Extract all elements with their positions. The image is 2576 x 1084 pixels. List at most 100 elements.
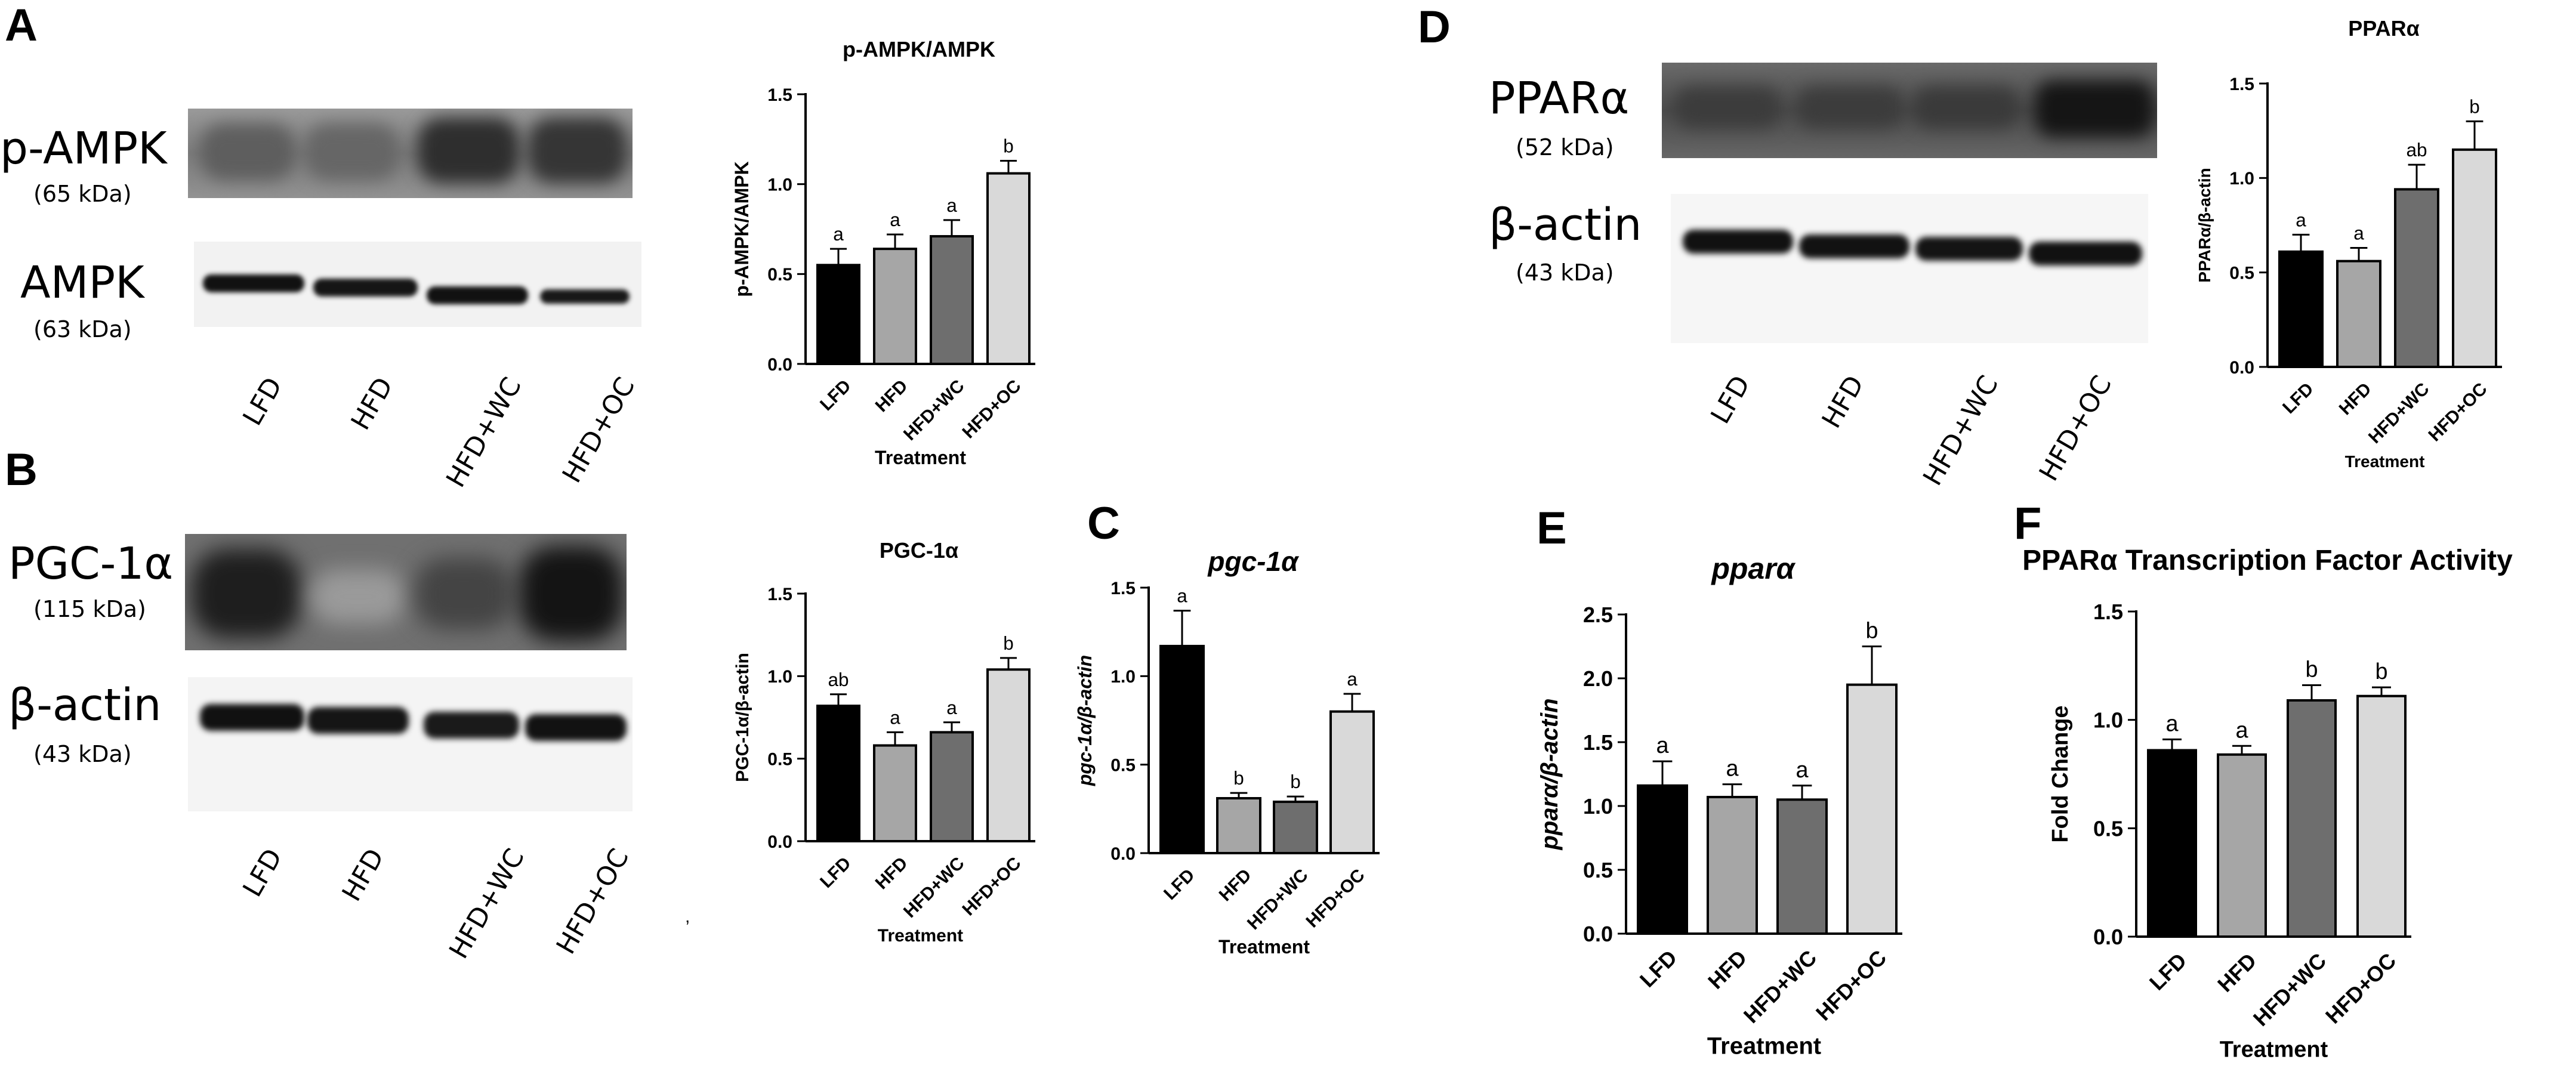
panel-letter-d: D xyxy=(1418,2,1451,52)
x-tick-label: HFD xyxy=(2336,379,2376,419)
x-axis-label: Treatment xyxy=(875,447,966,468)
y-tick-label: 0.5 xyxy=(2093,816,2123,841)
bar-hfd-wc xyxy=(930,731,974,842)
x-tick-label: HFD xyxy=(1215,865,1255,905)
x-axis-label: Treatment xyxy=(2345,452,2425,471)
western-blot-p-ampk xyxy=(188,109,633,198)
blot-label-pgc1a: PGC-1α xyxy=(8,538,174,589)
y-tick-label: 1.5 xyxy=(2093,600,2123,624)
y-axis-label: p-AMPK/AMPK xyxy=(731,161,752,297)
lane-label-hfd-wc: HFD+WC xyxy=(443,844,530,964)
blot-kda-p-ampk: (65 kDa) xyxy=(33,181,132,207)
significance-letter: a xyxy=(1656,733,1669,758)
x-tick-label: HFD xyxy=(2213,948,2261,996)
x-axis-label: Treatment xyxy=(1218,936,1310,958)
y-tick-label: 1.5 xyxy=(1583,730,1613,755)
significance-letter: b xyxy=(2469,95,2480,117)
bar-lfd xyxy=(1159,644,1205,854)
y-tick-label: 0.0 xyxy=(767,355,792,375)
y-tick-label: 1.5 xyxy=(2229,75,2254,94)
bar-chart-ppara-protein: PPARα 0.0 0.5 1.0 1.5 PPARα/β-actin a LFD a HFD ab… xyxy=(2195,16,2502,471)
bar-hfd xyxy=(2336,260,2381,368)
bar-hfd-oc xyxy=(986,172,1031,365)
chart-title: PGC-1α xyxy=(880,538,958,563)
bar-hfd-oc xyxy=(2356,694,2407,938)
significance-letter: a xyxy=(2353,223,2364,244)
y-tick-label: 1.5 xyxy=(767,85,792,105)
chart-title: PPARα xyxy=(2348,16,2419,41)
y-axis-label: pgc-1α/β-actin xyxy=(1074,655,1096,786)
y-tick-label: 0.0 xyxy=(1110,844,1136,864)
x-tick-label: HFD+WC xyxy=(1739,945,1822,1028)
chart-title: pgc-1α xyxy=(1207,546,1300,577)
panel-letter-a: A xyxy=(5,0,38,51)
significance-letter: b xyxy=(1003,135,1014,156)
x-tick-label: LFD xyxy=(2145,948,2191,995)
panel-letter-c: C xyxy=(1087,498,1120,549)
blot-kda-ppara: (52 kDa) xyxy=(1516,134,1614,160)
western-blot-ampk xyxy=(194,242,641,327)
bar-hfd-wc xyxy=(2394,188,2439,368)
y-tick-label: 1.5 xyxy=(767,585,792,604)
significance-letter: a xyxy=(1726,756,1739,782)
x-axis-label: Treatment xyxy=(878,926,963,946)
bar-chart-ppara-mrna: pparα 0.0 0.5 1.0 1.5 2.0 2.5 pparα/β-actin a LFD… xyxy=(1537,552,1902,1060)
western-blot-beta-actin-b xyxy=(188,677,633,811)
western-blot-pgc1a xyxy=(185,534,627,650)
blot-label-ampk: AMPK xyxy=(20,257,144,308)
lane-label-lfd: LFD xyxy=(237,372,289,431)
blot-kda-beta-actin-b: (43 kDa) xyxy=(33,741,132,767)
y-tick-label: 0.0 xyxy=(767,832,792,852)
y-tick-label: 1.5 xyxy=(1110,579,1136,598)
significance-letter: b xyxy=(2375,659,2387,684)
bar-hfd xyxy=(1216,797,1261,854)
bar-chart-ppara-transcription-activity: PPARα Transcription Factor Activity 0.0 0.… xyxy=(2022,545,2513,1063)
bar-hfd-wc xyxy=(2287,699,2337,938)
x-axis-label: Treatment xyxy=(2220,1037,2328,1063)
significance-letter: b xyxy=(1233,767,1244,789)
bar-hfd-wc xyxy=(1776,798,1828,935)
bar-chart-pgc1a-mrna: pgc-1α 0.0 0.5 1.0 1.5 pgc-1α/β-actin a LFD b HFD… xyxy=(1074,546,1380,958)
y-tick-label: 2.5 xyxy=(1583,603,1613,627)
y-tick-label: 1.0 xyxy=(767,175,792,194)
x-tick-label: LFD xyxy=(2279,379,2318,418)
significance-letter: a xyxy=(833,223,844,245)
bar-lfd xyxy=(2147,749,2197,938)
y-tick-label: 0.5 xyxy=(767,749,792,769)
x-axis-label: Treatment xyxy=(1707,1033,1821,1060)
significance-letter: b xyxy=(1290,771,1301,792)
y-tick-label: 2.0 xyxy=(1583,666,1613,691)
y-tick-label: 0.0 xyxy=(2093,925,2123,949)
significance-letter: a xyxy=(1347,668,1358,690)
significance-letter: a xyxy=(890,209,900,230)
lane-label-hfd: HFD xyxy=(336,844,390,907)
lane-label-lfd: LFD xyxy=(237,844,289,902)
y-tick-label: 1.0 xyxy=(1110,667,1136,687)
panel-letter-e: E xyxy=(1537,503,1567,554)
panel-letter-b: B xyxy=(5,444,38,495)
blot-kda-beta-actin-d: (43 kDa) xyxy=(1516,260,1614,286)
y-tick-label: 0.0 xyxy=(2229,358,2254,378)
y-tick-label: 1.0 xyxy=(2093,708,2123,733)
significance-letter: a xyxy=(2296,209,2306,230)
blot-label-beta-actin-b: β-actin xyxy=(8,680,162,731)
x-tick-label: HFD xyxy=(872,853,912,893)
y-axis-label: Fold Change xyxy=(2048,705,2073,842)
lane-label-hfd-wc: HFD+WC xyxy=(1917,370,2004,491)
blot-kda-ampk: (63 kDa) xyxy=(33,316,132,342)
x-tick-label: HFD+OC xyxy=(959,376,1025,442)
lane-label-hfd-oc: HFD+OC xyxy=(556,372,641,488)
x-tick-label: HFD+OC xyxy=(2321,948,2401,1028)
y-tick-label: 0.5 xyxy=(1583,858,1613,882)
bar-lfd xyxy=(2278,250,2324,369)
x-tick-label: HFD xyxy=(1703,945,1751,993)
chart-title: p-AMPK/AMPK xyxy=(843,37,995,61)
y-tick-label: 0.0 xyxy=(1583,922,1613,946)
bar-hfd-wc xyxy=(1273,800,1318,855)
significance-letter: a xyxy=(890,706,900,728)
western-blot-beta-actin-d xyxy=(1671,194,2148,343)
blot-kda-pgc1a: (115 kDa) xyxy=(33,596,146,622)
x-tick-label: HFD+WC xyxy=(900,853,968,922)
y-tick-label: 0.5 xyxy=(767,265,792,285)
